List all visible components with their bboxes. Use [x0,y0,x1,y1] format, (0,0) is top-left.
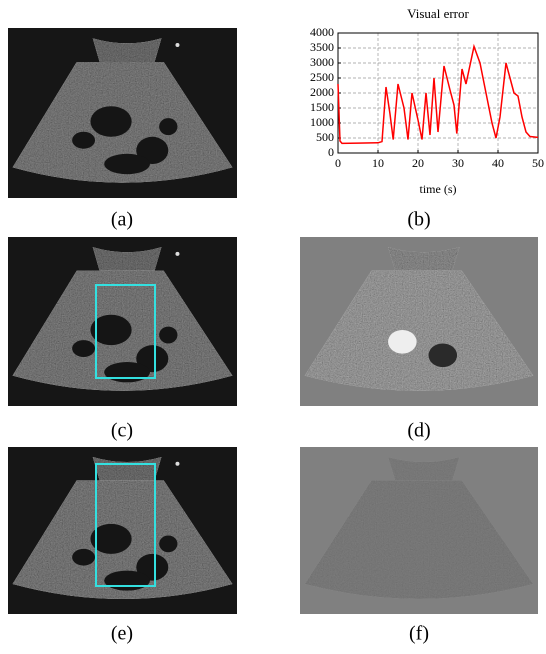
vessel [72,131,96,149]
y-tick-label: 3000 [310,55,334,69]
difference-image [300,237,538,406]
marker-dot [175,251,180,256]
y-tick-label: 2000 [310,85,334,99]
y-tick-label: 1000 [310,115,334,129]
x-tick-label: 30 [452,156,464,170]
ultrasound-image [8,237,237,406]
vessel [104,362,150,383]
tissue [92,457,162,481]
vessel [159,326,178,344]
y-tick-label: 2500 [310,70,334,84]
caption: (d) [407,420,430,442]
residual [304,480,534,599]
vessel [90,106,132,137]
vessel [104,570,150,591]
vessel [72,340,96,357]
ultrasound-image [8,447,237,614]
x-tick-label: 40 [492,156,504,170]
vessel [159,118,178,136]
vessel [136,553,169,581]
residual [304,270,534,391]
vessel [104,153,150,175]
caption: (e) [111,623,133,645]
residual-blob [428,343,458,368]
caption: (f) [409,623,429,645]
y-tick-label: 4000 [310,25,334,39]
difference-image [300,447,538,614]
vessel [136,345,169,373]
x-axis-label: time (s) [420,182,457,196]
roi-box [95,284,156,379]
x-tick-label: 20 [412,156,424,170]
vessel [90,314,132,346]
residual [388,247,460,271]
ultrasound-image [8,28,237,198]
caption: (a) [111,209,133,231]
roi-box [95,463,156,587]
x-tick-label: 10 [372,156,384,170]
caption: (c) [111,420,133,442]
marker-dot [175,43,180,47]
tissue [92,38,162,62]
x-tick-label: 50 [532,156,544,170]
y-tick-label: 3500 [310,40,334,54]
vessel [72,548,96,566]
vessel [159,535,178,553]
x-tick-label: 0 [335,156,341,170]
marker-dot [175,461,180,466]
vessel [90,523,132,554]
caption: (b) [407,209,430,231]
residual [388,457,460,481]
y-tick-label: 500 [316,130,334,144]
y-tick-label: 1500 [310,100,334,114]
residual-blob [388,329,417,354]
error-line [337,43,539,145]
y-tick-label: 0 [328,145,334,159]
vessel [136,136,169,164]
chart-title: Visual error [407,6,469,21]
tissue [92,247,162,271]
